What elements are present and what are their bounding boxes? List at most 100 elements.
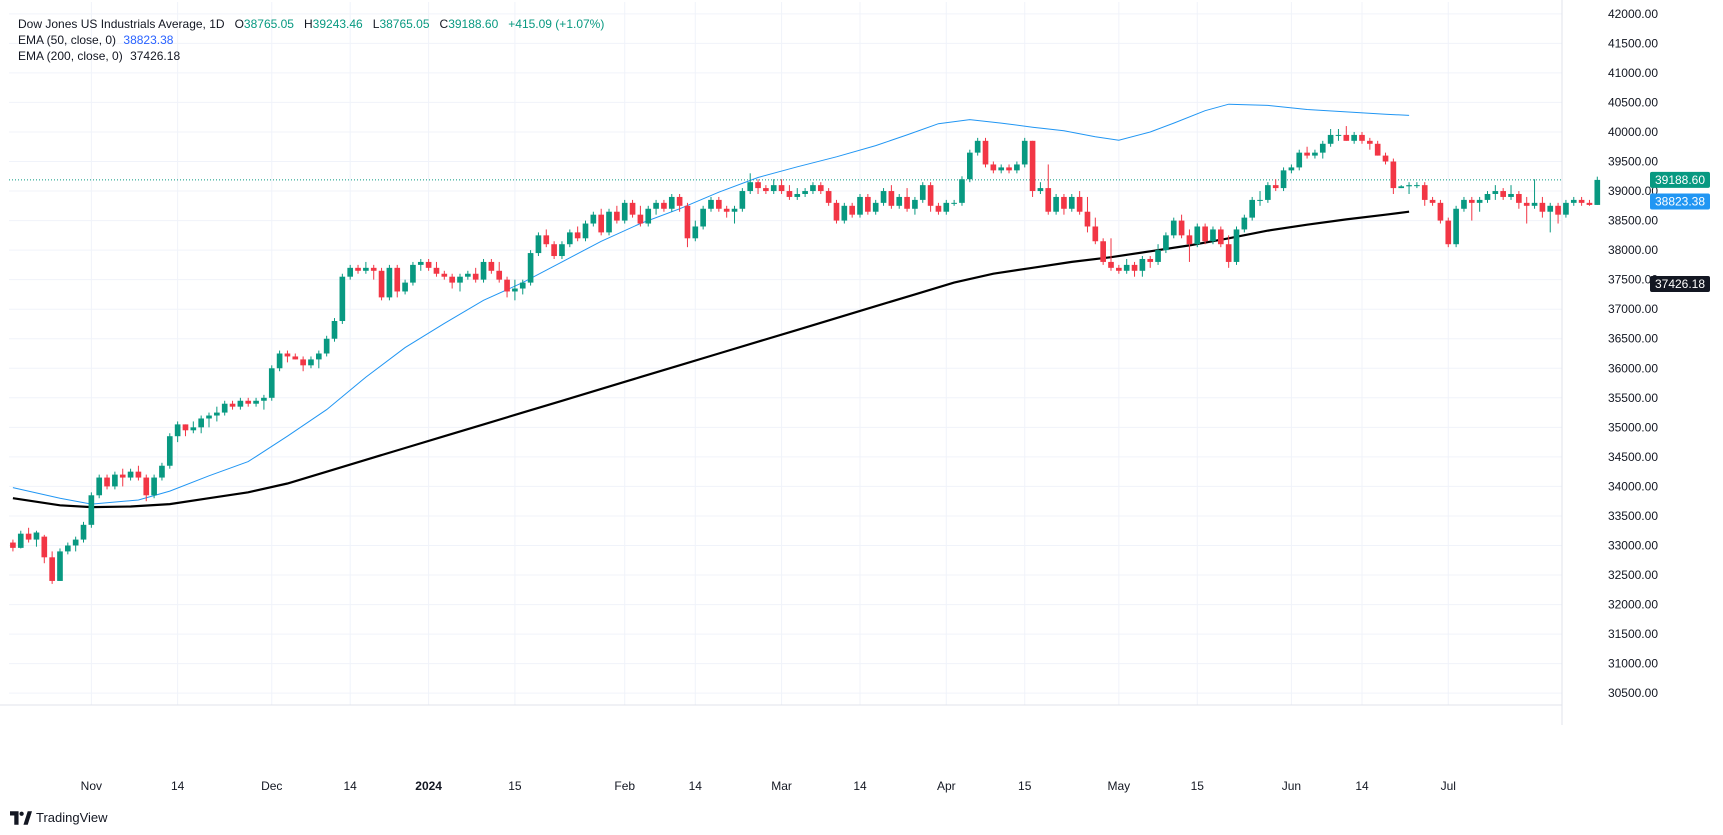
- candle[interactable]: [1029, 140, 1036, 197]
- candle[interactable]: [1068, 193, 1075, 212]
- candle[interactable]: [1508, 185, 1514, 200]
- candle[interactable]: [794, 188, 801, 200]
- candle[interactable]: [57, 548, 63, 581]
- candle[interactable]: [943, 199, 950, 215]
- candle[interactable]: [488, 258, 495, 274]
- candle[interactable]: [378, 267, 385, 301]
- candle[interactable]: [88, 492, 95, 528]
- candle[interactable]: [512, 279, 518, 301]
- candle[interactable]: [527, 250, 534, 286]
- candle[interactable]: [1327, 129, 1334, 147]
- candle[interactable]: [17, 530, 24, 549]
- candle[interactable]: [1578, 196, 1585, 206]
- candle[interactable]: [402, 279, 408, 295]
- candle[interactable]: [959, 176, 965, 206]
- candle[interactable]: [1116, 264, 1122, 274]
- candle[interactable]: [1398, 185, 1405, 189]
- candle[interactable]: [284, 350, 291, 363]
- candle[interactable]: [1021, 137, 1028, 168]
- candle[interactable]: [1155, 244, 1161, 265]
- candle[interactable]: [496, 261, 503, 283]
- candle[interactable]: [1147, 256, 1154, 268]
- candle[interactable]: [692, 220, 699, 242]
- candle[interactable]: [574, 226, 581, 242]
- candle[interactable]: [104, 474, 110, 490]
- candle[interactable]: [676, 193, 683, 212]
- candle[interactable]: [1516, 191, 1522, 209]
- candle[interactable]: [1225, 235, 1232, 268]
- candle[interactable]: [119, 468, 126, 487]
- candle[interactable]: [1570, 196, 1577, 206]
- candle[interactable]: [480, 258, 487, 283]
- candle[interactable]: [504, 276, 510, 298]
- candle[interactable]: [417, 258, 424, 271]
- candle[interactable]: [708, 196, 714, 212]
- candle[interactable]: [1421, 182, 1428, 206]
- candle[interactable]: [1547, 202, 1554, 233]
- candle[interactable]: [1304, 146, 1310, 159]
- candle[interactable]: [966, 149, 973, 183]
- candle[interactable]: [974, 137, 981, 156]
- candle[interactable]: [888, 185, 895, 209]
- candle[interactable]: [339, 273, 346, 324]
- candle[interactable]: [72, 536, 79, 552]
- candle[interactable]: [159, 462, 165, 481]
- candle[interactable]: [433, 261, 440, 277]
- candle[interactable]: [1076, 191, 1083, 215]
- candle[interactable]: [1374, 140, 1381, 156]
- candle[interactable]: [998, 164, 1005, 174]
- candle[interactable]: [1257, 191, 1263, 206]
- candle[interactable]: [394, 264, 401, 298]
- candle[interactable]: [151, 474, 157, 499]
- candle[interactable]: [817, 182, 824, 194]
- candle[interactable]: [716, 196, 722, 212]
- candle[interactable]: [778, 179, 785, 194]
- candle[interactable]: [198, 415, 204, 434]
- candle[interactable]: [1170, 217, 1177, 239]
- candle[interactable]: [1092, 217, 1099, 245]
- candle[interactable]: [25, 527, 32, 543]
- candle[interactable]: [1084, 196, 1091, 233]
- candle[interactable]: [1594, 176, 1601, 205]
- candle[interactable]: [1233, 226, 1240, 265]
- candle[interactable]: [1108, 238, 1114, 271]
- candle[interactable]: [951, 199, 957, 206]
- candle[interactable]: [245, 397, 252, 407]
- candle[interactable]: [410, 261, 416, 286]
- candle[interactable]: [904, 188, 910, 212]
- candle[interactable]: [1414, 182, 1420, 189]
- candle[interactable]: [1272, 179, 1279, 192]
- candle[interactable]: [1484, 191, 1491, 203]
- candle[interactable]: [261, 394, 267, 410]
- candle[interactable]: [355, 264, 361, 274]
- candle[interactable]: [849, 202, 855, 218]
- candle[interactable]: [1194, 223, 1201, 248]
- candle[interactable]: [1186, 229, 1193, 262]
- candle[interactable]: [10, 539, 16, 552]
- candle[interactable]: [1343, 126, 1350, 141]
- candle[interactable]: [229, 400, 236, 410]
- candle[interactable]: [653, 199, 659, 215]
- candle[interactable]: [1500, 188, 1506, 200]
- candle[interactable]: [449, 273, 455, 289]
- candle[interactable]: [872, 199, 879, 215]
- candles-group[interactable]: [10, 126, 1601, 584]
- candle[interactable]: [880, 188, 887, 206]
- candle[interactable]: [1014, 161, 1020, 174]
- candle[interactable]: [1445, 217, 1452, 248]
- candle[interactable]: [1100, 238, 1106, 265]
- candle[interactable]: [174, 421, 181, 443]
- candle[interactable]: [441, 270, 448, 280]
- candle[interactable]: [825, 188, 832, 206]
- candle[interactable]: [912, 196, 918, 215]
- candle[interactable]: [1217, 226, 1224, 248]
- candle[interactable]: [1131, 261, 1138, 277]
- candle[interactable]: [457, 273, 463, 292]
- candle[interactable]: [1468, 196, 1475, 221]
- candle[interactable]: [112, 471, 118, 490]
- candle[interactable]: [1123, 258, 1130, 274]
- candle[interactable]: [1461, 196, 1467, 212]
- candle[interactable]: [1249, 196, 1256, 221]
- candle[interactable]: [1367, 137, 1373, 150]
- candle[interactable]: [1265, 182, 1271, 203]
